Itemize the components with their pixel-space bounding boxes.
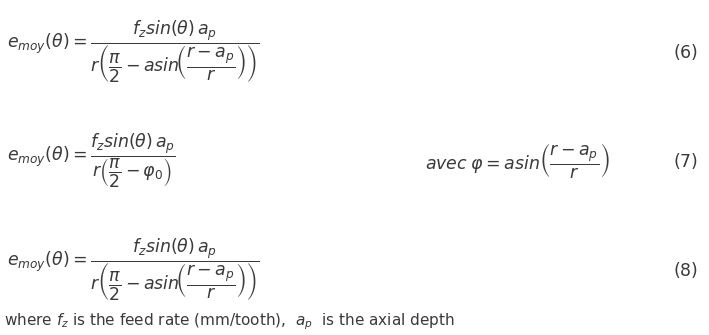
Text: $e_{moy}(\theta) = \dfrac{f_z sin(\theta)\, a_p}{r \left(\dfrac{\pi}{2} - asin\!: $e_{moy}(\theta) = \dfrac{f_z sin(\theta… — [7, 19, 260, 85]
Text: $(6)$: $(6)$ — [674, 42, 698, 62]
Text: $e_{moy}(\theta) = \dfrac{f_z sin(\theta)\, a_p}{r \left(\dfrac{\pi}{2} - \varph: $e_{moy}(\theta) = \dfrac{f_z sin(\theta… — [7, 132, 176, 190]
Text: where $f_z$ is the feed rate (mm/tooth),  $a_p$  is the axial depth: where $f_z$ is the feed rate (mm/tooth),… — [4, 311, 454, 332]
Text: $(8)$: $(8)$ — [674, 260, 698, 280]
Text: $avec\; \varphi = asin \left(\dfrac{r - a_p}{r}\right)$: $avec\; \varphi = asin \left(\dfrac{r - … — [425, 141, 610, 180]
Text: $(7)$: $(7)$ — [674, 151, 698, 171]
Text: $e_{moy}(\theta) = \dfrac{f_z sin(\theta)\, a_p}{r \left(\dfrac{\pi}{2} - asin\!: $e_{moy}(\theta) = \dfrac{f_z sin(\theta… — [7, 237, 260, 303]
